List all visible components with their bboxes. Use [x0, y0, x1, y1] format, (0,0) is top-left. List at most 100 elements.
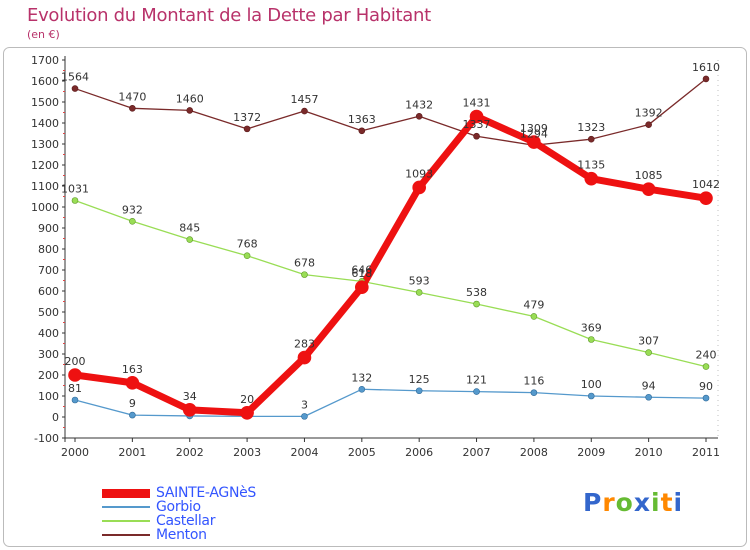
logo-letter: t: [660, 488, 674, 517]
y-tick-label: 700: [38, 264, 59, 277]
x-tick-label: 2009: [577, 446, 605, 459]
y-tick-label: -100: [34, 432, 59, 445]
x-tick-label: 2008: [520, 446, 548, 459]
data-label-menton: 1392: [635, 107, 663, 120]
logo-letter: x: [633, 488, 651, 517]
legend-label: SAINTE-AGNèS: [156, 485, 257, 501]
data-point-menton: [645, 121, 652, 128]
data-point-sainte-agn-s: [355, 280, 369, 295]
y-tick-label: 1000: [31, 201, 59, 214]
data-label-castellar: 932: [122, 203, 143, 216]
data-point-gorbio: [702, 394, 710, 402]
data-point-gorbio: [473, 388, 480, 395]
y-tick-label: 100: [38, 390, 59, 403]
data-label-menton: 1294: [520, 127, 548, 140]
y-tick-label: 1500: [31, 96, 59, 109]
data-point-castellar: [645, 349, 652, 356]
series-line-castellar: [74, 199, 707, 368]
logo-letter: P: [583, 488, 603, 517]
x-tick-label: 2010: [635, 446, 663, 459]
data-point-sainte-agn-s: [240, 405, 254, 420]
data-label-sainte-agn-s: 1309: [520, 122, 548, 135]
data-label-sainte-agn-s: 618: [351, 267, 372, 280]
data-point-castellar: [301, 271, 308, 278]
series-line-gorbio: [74, 388, 707, 418]
data-label-gorbio: 90: [699, 380, 713, 393]
y-tick-label: 1700: [31, 54, 59, 67]
data-label-sainte-agn-s: 1093: [405, 167, 433, 180]
y-tick-label: 300: [38, 348, 59, 361]
data-point-sainte-agn-s: [68, 368, 82, 382]
data-label-menton: 1323: [577, 121, 605, 134]
x-tick-label: 2000: [61, 446, 89, 459]
series-line-sainte-agn-s: [71, 112, 710, 417]
data-point-menton: [587, 135, 595, 143]
data-point-menton: [358, 127, 366, 135]
data-label-gorbio: 132: [351, 371, 372, 384]
data-point-gorbio: [358, 385, 366, 393]
legend-swatch-menton: [102, 534, 150, 536]
x-tick-label: 2005: [348, 446, 376, 459]
data-point-castellar: [243, 252, 251, 260]
series-line-menton: [74, 78, 707, 146]
legend-label: Gorbio: [156, 499, 201, 515]
legend-item-gorbio: Gorbio: [102, 500, 256, 514]
data-point-castellar: [587, 336, 595, 343]
chart-legend: SAINTE-AGNèS Gorbio Castellar Menton: [102, 486, 256, 542]
data-point-sainte-agn-s: [641, 182, 656, 196]
data-label-gorbio: 9: [129, 397, 136, 410]
legend-item-sainte-agnes: SAINTE-AGNèS: [102, 486, 256, 500]
data-label-menton: 1564: [61, 71, 89, 84]
data-label-menton: 1460: [176, 92, 204, 105]
y-tick-label: 1300: [31, 138, 59, 151]
data-label-menton: 1610: [692, 61, 720, 74]
legend-item-menton: Menton: [102, 528, 256, 542]
data-point-menton: [129, 105, 136, 112]
data-label-sainte-agn-s: 1042: [692, 178, 720, 191]
x-tick-label: 2003: [233, 446, 261, 459]
data-point-menton: [243, 125, 251, 133]
data-label-gorbio: 100: [581, 378, 602, 391]
y-tick-label: 1200: [31, 159, 59, 172]
y-tick-label: 200: [38, 369, 59, 382]
logo-letter: i: [651, 488, 661, 517]
data-point-gorbio: [301, 413, 308, 420]
x-tick-label: 2002: [176, 446, 204, 459]
data-label-castellar: 845: [179, 222, 200, 235]
data-label-sainte-agn-s: 1085: [635, 169, 663, 182]
data-label-castellar: 646: [351, 263, 372, 276]
y-tick-label: 400: [38, 327, 59, 340]
data-label-castellar: 1031: [61, 182, 89, 195]
data-label-menton: 1372: [233, 111, 261, 124]
legend-label: Menton: [156, 527, 207, 543]
y-tick-label: 600: [38, 285, 59, 298]
data-point-sainte-agn-s: [699, 191, 713, 205]
y-tick-label: 1100: [31, 180, 59, 193]
data-point-castellar: [473, 300, 480, 308]
data-label-castellar: 678: [294, 257, 315, 270]
data-point-gorbio: [645, 393, 652, 401]
data-point-gorbio: [129, 411, 136, 419]
x-tick-label: 2011: [692, 446, 720, 459]
data-point-menton: [186, 107, 194, 114]
data-label-castellar: 538: [466, 286, 487, 299]
data-point-menton: [71, 85, 79, 92]
data-label-menton: 1470: [118, 90, 146, 103]
logo-letter: i: [673, 488, 684, 517]
data-point-sainte-agn-s: [584, 171, 599, 186]
y-tick-label: 500: [38, 306, 59, 319]
chart-subtitle: (en €): [27, 28, 60, 41]
chart-frame: [3, 47, 747, 547]
data-label-gorbio: 116: [523, 375, 544, 388]
data-label-sainte-agn-s: 200: [65, 355, 86, 368]
data-point-castellar: [415, 289, 423, 296]
legend-swatch-gorbio: [102, 506, 150, 508]
data-point-sainte-agn-s: [182, 403, 197, 417]
data-point-sainte-agn-s: [469, 109, 484, 124]
data-label-castellar: 479: [523, 298, 544, 311]
y-tick-label: 1600: [31, 75, 59, 88]
x-tick-label: 2001: [118, 446, 146, 459]
data-point-castellar: [71, 197, 79, 204]
